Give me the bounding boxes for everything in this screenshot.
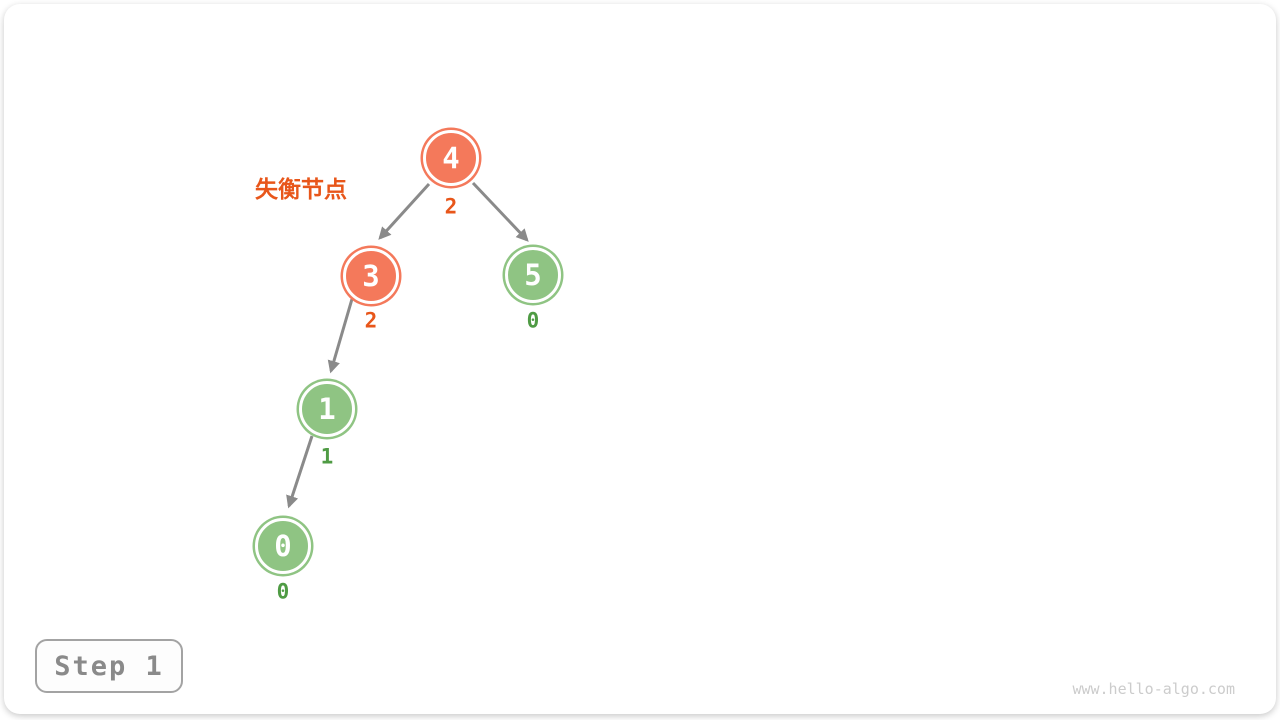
balance-factor-node-5: 0 (526, 308, 540, 333)
edge-4-to-3 (378, 182, 431, 240)
edge-4-to-5 (471, 181, 529, 242)
tree-node-5-value: 5 (524, 258, 542, 292)
tree-node-1: 1 (299, 381, 355, 437)
unbalanced-node-annotation: 失衡节点 (255, 177, 347, 203)
tree-node-1-value: 1 (318, 392, 336, 426)
tree-node-3: 3 (343, 248, 399, 304)
edge-1-to-0 (286, 435, 314, 509)
edge-3-to-1 (327, 298, 354, 374)
tree-node-4-value: 4 (442, 141, 460, 175)
balance-factor-node-0: 0 (276, 579, 290, 604)
tree-node-5: 5 (505, 247, 561, 303)
step-badge: Step 1 (35, 639, 183, 693)
tree-node-0-value: 0 (274, 529, 292, 563)
diagram-card (4, 4, 1276, 714)
step-badge-label: Step 1 (54, 650, 164, 682)
tree-node-4: 4 (423, 130, 479, 186)
balance-factor-node-4: 2 (444, 194, 458, 219)
balance-factor-node-1: 1 (320, 444, 334, 469)
watermark-url: www.hello-algo.com (1072, 680, 1235, 698)
balance-factor-node-3: 2 (364, 308, 378, 333)
tree-node-0: 0 (255, 518, 311, 574)
tree-node-3-value: 3 (362, 259, 380, 293)
